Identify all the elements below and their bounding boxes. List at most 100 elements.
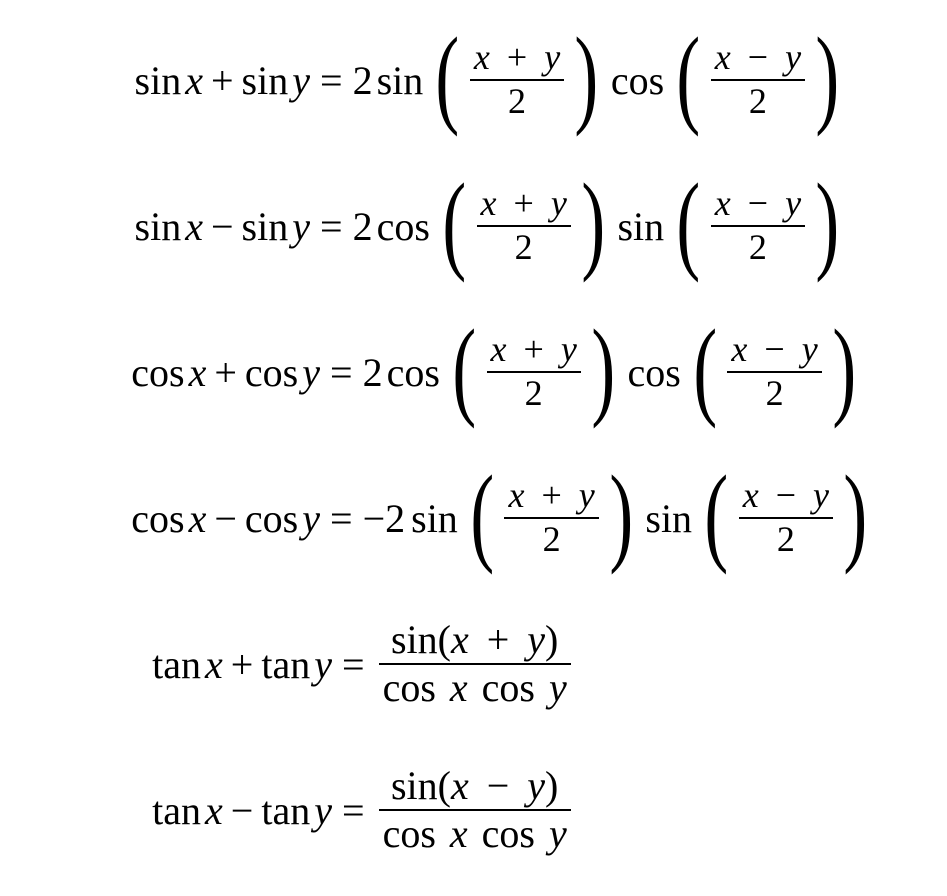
equals-sign: = (320, 495, 363, 542)
var-y: y (292, 203, 310, 250)
frac-half-diff: x − y 2 (739, 477, 833, 559)
paren-group: ( x + y 2 ) (464, 477, 640, 560)
var-y: y (302, 495, 320, 542)
var-x: x (189, 349, 207, 396)
frac-half-sum: x + y 2 (487, 331, 581, 413)
var-y: y (314, 641, 332, 688)
coef: 2 (363, 349, 383, 396)
equals-sign: = (310, 57, 353, 104)
denominator: 2 (511, 229, 537, 267)
denominator: 2 (504, 83, 530, 121)
lparen-icon: ( (677, 35, 701, 118)
paren-group: ( x + y 2 ) (446, 331, 622, 414)
rparen-icon: ) (609, 473, 633, 556)
frac-half-sum: x + y 2 (477, 185, 571, 267)
paren-group: ( x − y 2 ) (687, 331, 863, 414)
rhs: 2 cos ( x + y 2 ) cos ( (363, 331, 865, 414)
fn-cos: cos (245, 495, 298, 542)
denominator: 2 (521, 375, 547, 413)
fn-tan: tan (261, 787, 310, 834)
frac-tan-sum: sin(x + y) cos x cos y (379, 619, 571, 709)
frac-half-sum: x + y 2 (470, 39, 564, 121)
rhs: sin(x + y) cos x cos y (375, 619, 575, 709)
numerator: x − y (727, 331, 821, 369)
fn-cos: cos (131, 495, 184, 542)
frac-half-sum: x + y 2 (504, 477, 598, 559)
equals-sign: = (332, 787, 375, 834)
var-y: y (302, 349, 320, 396)
fn-cos: cos (387, 349, 440, 396)
fn-cos: cos (131, 349, 184, 396)
fn-cos: cos (377, 203, 430, 250)
denominator: cos x cos y (379, 667, 571, 709)
formula-sheet: sin x + sin y = 2 sin ( x + y 2 (0, 0, 947, 896)
equals-sign: = (310, 203, 353, 250)
var-x: x (185, 203, 203, 250)
rparen-icon: ) (815, 35, 839, 118)
var-y: y (292, 57, 310, 104)
rparen-icon: ) (581, 181, 605, 264)
frac-half-diff: x − y 2 (711, 39, 805, 121)
equation-sin-plus-sin: sin x + sin y = 2 sin ( x + y 2 (20, 10, 937, 150)
var-x: x (189, 495, 207, 542)
coef: 2 (353, 203, 373, 250)
lhs: sin x + sin y (20, 57, 310, 104)
op-minus: − (223, 787, 262, 834)
lhs: tan x − tan y (20, 787, 332, 834)
rhs: 2 cos ( x + y 2 ) sin ( (353, 185, 848, 268)
lparen-icon: ( (704, 473, 728, 556)
denominator: 2 (539, 521, 565, 559)
op-plus: + (206, 349, 245, 396)
fn-cos: cos (245, 349, 298, 396)
var-x: x (205, 787, 223, 834)
lhs: tan x + tan y (20, 641, 332, 688)
equals-sign: = (332, 641, 375, 688)
op-minus: − (206, 495, 245, 542)
denominator: 2 (745, 229, 771, 267)
rparen-icon: ) (832, 327, 856, 410)
numerator: x + y (470, 39, 564, 77)
op-minus: − (203, 203, 242, 250)
op-plus: + (203, 57, 242, 104)
coef: 2 (353, 57, 373, 104)
rparen-icon: ) (843, 473, 867, 556)
fn-cos: cos (611, 57, 664, 104)
numerator: x − y (711, 185, 805, 223)
fn-sin: sin (242, 203, 289, 250)
fn-tan: tan (152, 641, 201, 688)
frac-tan-diff: sin(x − y) cos x cos y (379, 765, 571, 855)
rhs: −2 sin ( x + y 2 ) sin ( (363, 477, 876, 560)
numerator: x − y (739, 477, 833, 515)
lparen-icon: ( (436, 35, 460, 118)
fn-sin: sin (135, 203, 182, 250)
lparen-icon: ( (677, 181, 701, 264)
denominator: 2 (773, 521, 799, 559)
fn-sin: sin (617, 203, 664, 250)
rparen-icon: ) (815, 181, 839, 264)
paren-group: ( x − y 2 ) (670, 185, 846, 268)
fn-sin: sin (411, 495, 458, 542)
equation-cos-plus-cos: cos x + cos y = 2 cos ( x + y 2 (20, 302, 937, 442)
var-y: y (314, 787, 332, 834)
lhs: sin x − sin y (20, 203, 310, 250)
op-plus: + (223, 641, 262, 688)
lhs: cos x − cos y (20, 495, 320, 542)
equation-cos-minus-cos: cos x − cos y = −2 sin ( x + y 2 (20, 448, 937, 588)
equation-tan-plus-tan: tan x + tan y = sin(x + y) cos x cos y (20, 594, 937, 734)
numerator: x − y (711, 39, 805, 77)
paren-group: ( x − y 2 ) (698, 477, 874, 560)
denominator: 2 (762, 375, 788, 413)
rparen-icon: ) (591, 327, 615, 410)
frac-half-diff: x − y 2 (727, 331, 821, 413)
numerator: x + y (487, 331, 581, 369)
paren-group: ( x − y 2 ) (670, 39, 846, 122)
var-x: x (205, 641, 223, 688)
rhs: sin(x − y) cos x cos y (375, 765, 575, 855)
coef-neg: −2 (363, 495, 408, 542)
equals-sign: = (320, 349, 363, 396)
paren-group: ( x + y 2 ) (436, 185, 612, 268)
numerator: x + y (477, 185, 571, 223)
paren-group: ( x + y 2 ) (429, 39, 605, 122)
fn-tan: tan (261, 641, 310, 688)
denominator: 2 (745, 83, 771, 121)
